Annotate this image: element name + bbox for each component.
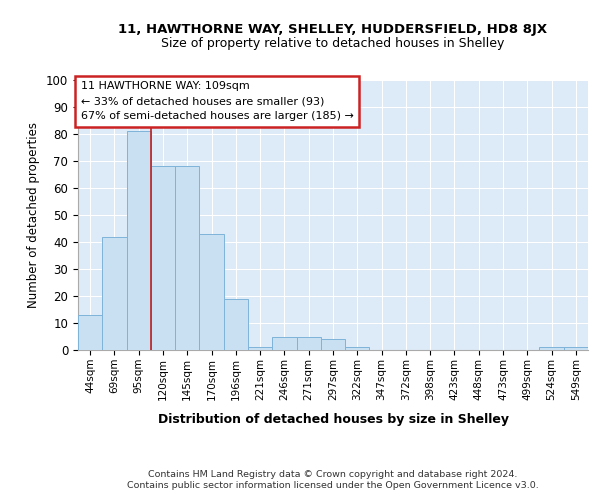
Text: 11 HAWTHORNE WAY: 109sqm
← 33% of detached houses are smaller (93)
67% of semi-d: 11 HAWTHORNE WAY: 109sqm ← 33% of detach… bbox=[80, 82, 353, 121]
Bar bbox=[272, 336, 296, 350]
Bar bbox=[564, 348, 588, 350]
Text: Size of property relative to detached houses in Shelley: Size of property relative to detached ho… bbox=[161, 38, 505, 51]
Bar bbox=[296, 336, 321, 350]
Text: Contains public sector information licensed under the Open Government Licence v3: Contains public sector information licen… bbox=[127, 481, 539, 490]
Text: 11, HAWTHORNE WAY, SHELLEY, HUDDERSFIELD, HD8 8JX: 11, HAWTHORNE WAY, SHELLEY, HUDDERSFIELD… bbox=[118, 22, 548, 36]
Bar bbox=[102, 236, 127, 350]
Bar bbox=[175, 166, 199, 350]
Text: Contains HM Land Registry data © Crown copyright and database right 2024.: Contains HM Land Registry data © Crown c… bbox=[148, 470, 518, 479]
Bar bbox=[78, 315, 102, 350]
Y-axis label: Number of detached properties: Number of detached properties bbox=[28, 122, 40, 308]
Bar bbox=[321, 339, 345, 350]
Bar bbox=[248, 348, 272, 350]
Bar bbox=[151, 166, 175, 350]
Bar bbox=[539, 348, 564, 350]
Bar bbox=[127, 132, 151, 350]
Bar bbox=[224, 298, 248, 350]
Bar bbox=[199, 234, 224, 350]
Text: Distribution of detached houses by size in Shelley: Distribution of detached houses by size … bbox=[158, 412, 509, 426]
Bar bbox=[345, 348, 370, 350]
